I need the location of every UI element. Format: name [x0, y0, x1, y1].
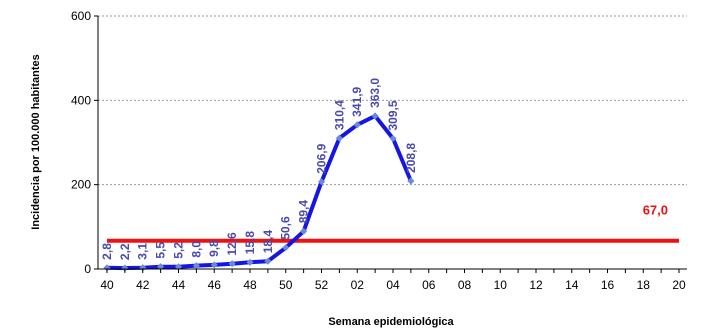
data-point: [300, 227, 308, 235]
x-tick-label: 08: [458, 278, 472, 292]
data-label: 89,4: [297, 200, 311, 224]
data-point: [228, 260, 236, 268]
axes: [94, 15, 687, 273]
data-point: [121, 264, 129, 272]
data-point: [353, 121, 361, 129]
data-label: 310,4: [332, 100, 346, 130]
x-tick-label: 18: [637, 278, 651, 292]
data-label: 208,8: [404, 143, 418, 173]
x-tick-label: 44: [172, 278, 186, 292]
data-point: [210, 261, 218, 269]
x-tick-label: 06: [422, 278, 436, 292]
data-point: [157, 263, 165, 271]
data-labels: 2,8 2,2 3,1 5,5 5,2 8,0 9,8 12,6 15,8 18,4 50,6 89,…: [100, 78, 418, 260]
data-label: 12,6: [225, 232, 239, 256]
data-point: [103, 264, 111, 272]
x-tick-label: 50: [279, 278, 293, 292]
data-label: 9,8: [207, 240, 221, 257]
x-tick-label: 04: [386, 278, 400, 292]
x-axis-title: Semana epidemiológica: [328, 316, 454, 328]
x-tick-label: 42: [136, 278, 150, 292]
data-label: 2,2: [118, 243, 132, 260]
threshold-label: 67,0: [643, 203, 668, 218]
x-tick-label: 14: [565, 278, 579, 292]
x-tick-label: 40: [100, 278, 114, 292]
data-point: [192, 262, 200, 270]
y-axis-title: Incidencia por 100.000 habitantes: [30, 54, 42, 229]
data-label: 2,8: [100, 243, 114, 260]
y-tick-label: 600: [71, 9, 91, 23]
tick-labels: 0 200 400 600 40 42 44 46 48 50 52 02 04 06 08 10 12 14 16…: [71, 9, 686, 292]
data-point: [371, 112, 379, 120]
x-tick-label: 16: [601, 278, 615, 292]
data-point: [335, 134, 343, 142]
data-label: 3,1: [136, 243, 150, 260]
series-line: [105, 113, 413, 271]
x-tick-label: 52: [315, 278, 329, 292]
data-label: 309,5: [386, 100, 400, 130]
data-label: 363,0: [368, 78, 382, 108]
data-label: 50,6: [279, 216, 293, 240]
data-point: [407, 177, 415, 185]
data-point: [317, 178, 326, 186]
x-tick-label: 02: [351, 278, 365, 292]
data-label: 5,2: [172, 242, 186, 259]
gridlines: [98, 15, 687, 186]
data-point: [246, 258, 254, 266]
data-label: 5,5: [154, 242, 168, 259]
data-point: [282, 244, 290, 252]
x-tick-label: 10: [494, 278, 508, 292]
y-tick-label: 200: [71, 178, 91, 192]
data-label: 18,4: [261, 230, 275, 254]
x-tick-label: 12: [529, 278, 543, 292]
y-tick-label: 400: [71, 93, 91, 107]
data-label: 8,0: [189, 241, 203, 258]
data-label: 206,9: [315, 143, 329, 173]
data-label: 15,8: [243, 231, 257, 255]
data-label: 341,9: [350, 86, 364, 116]
data-point: [389, 134, 397, 143]
series-group: [103, 112, 415, 272]
x-tick-label: 46: [208, 278, 222, 292]
x-tick-label: 20: [672, 278, 686, 292]
data-point: [264, 257, 272, 265]
x-tick-label: 48: [243, 278, 257, 292]
y-tick-label: 0: [84, 262, 91, 276]
threshold-line-group: 67,0: [107, 203, 679, 243]
